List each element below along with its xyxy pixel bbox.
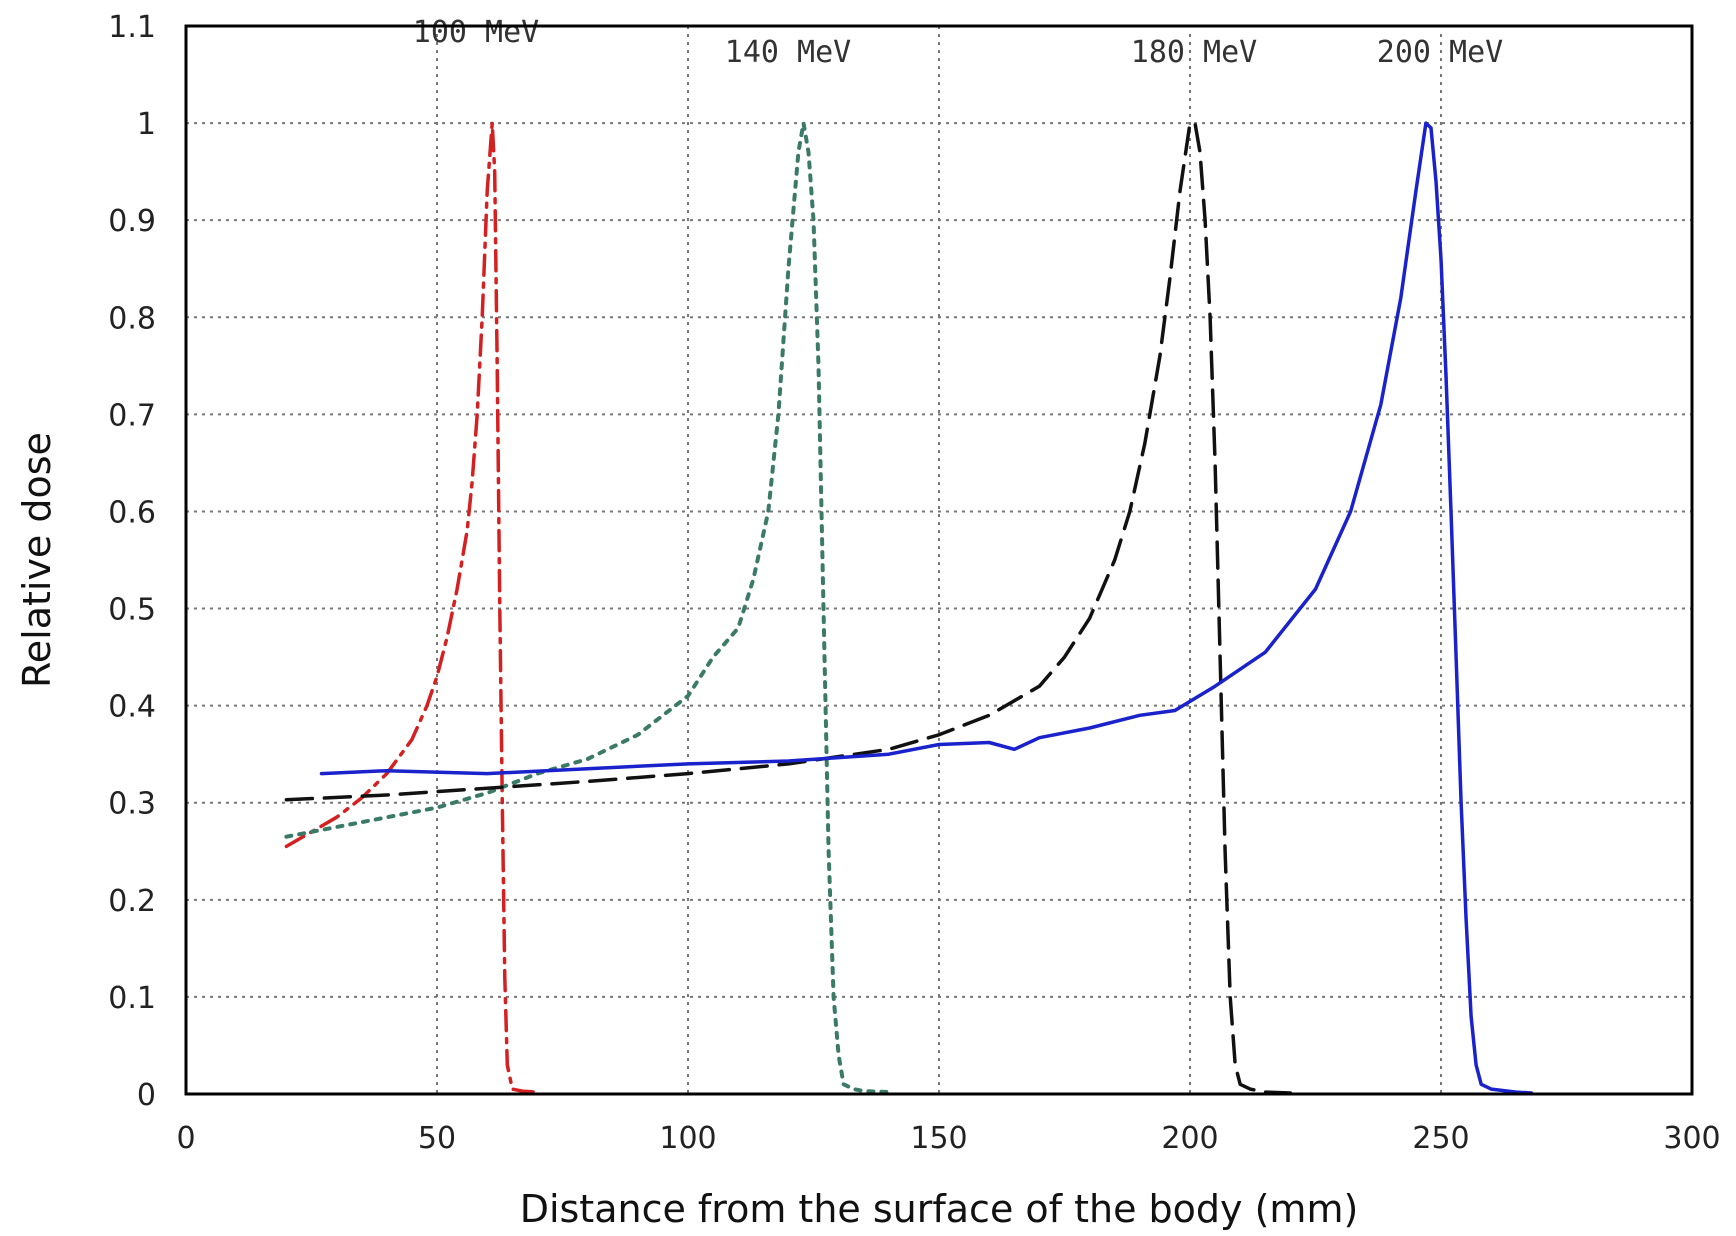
tick-labels: 0 50 100 150 200 250 300 0 0.1 0.2 0.3 0.4 0.5 0.6 0.7…	[108, 10, 1720, 1156]
x-axis-title: Distance from the surface of the body (m…	[520, 1187, 1359, 1231]
y-tick-label: 0.6	[108, 495, 156, 530]
x-tick-label: 250	[1412, 1121, 1469, 1156]
y-tick-label: 0.3	[108, 787, 156, 822]
plot-frame	[184, 24, 1694, 1096]
x-tick-label: 0	[176, 1121, 195, 1156]
y-tick-label: 0.1	[108, 981, 156, 1016]
series-line-100-mev	[284, 121, 540, 1094]
y-tick-label: 0.2	[108, 884, 156, 919]
x-tick-label: 300	[1663, 1121, 1720, 1156]
series-label-100-mev: 100 MeV	[413, 15, 539, 50]
x-tick-label: 200	[1161, 1121, 1218, 1156]
series-labels: 100 MeV 140 MeV 180 MeV 200 MeV	[381, 15, 1535, 70]
y-tick-label: 0	[137, 1078, 156, 1113]
x-tick-label: 100	[659, 1121, 716, 1156]
y-tick-label: 0.8	[108, 301, 156, 336]
series-line-140-mev	[284, 121, 891, 1095]
x-tick-label: 50	[418, 1121, 456, 1156]
y-tick-label: 0.9	[108, 204, 156, 239]
series-line-200-mev	[319, 121, 1534, 1095]
y-tick-label: 1	[137, 107, 156, 142]
y-tick-label: 0.7	[108, 398, 156, 433]
y-tick-label: 1.1	[108, 10, 156, 45]
series-label-200-mev: 200 MeV	[1377, 35, 1503, 70]
series-label-140-mev: 140 MeV	[725, 35, 851, 70]
y-tick-label: 0.4	[108, 690, 156, 725]
y-tick-label: 0.5	[108, 593, 156, 628]
series-curves	[284, 121, 1534, 1095]
y-axis-title: Relative dose	[15, 432, 59, 688]
series-label-180-mev: 180 MeV	[1131, 35, 1257, 70]
grid-lines	[186, 26, 1692, 1094]
x-tick-label: 150	[910, 1121, 967, 1156]
